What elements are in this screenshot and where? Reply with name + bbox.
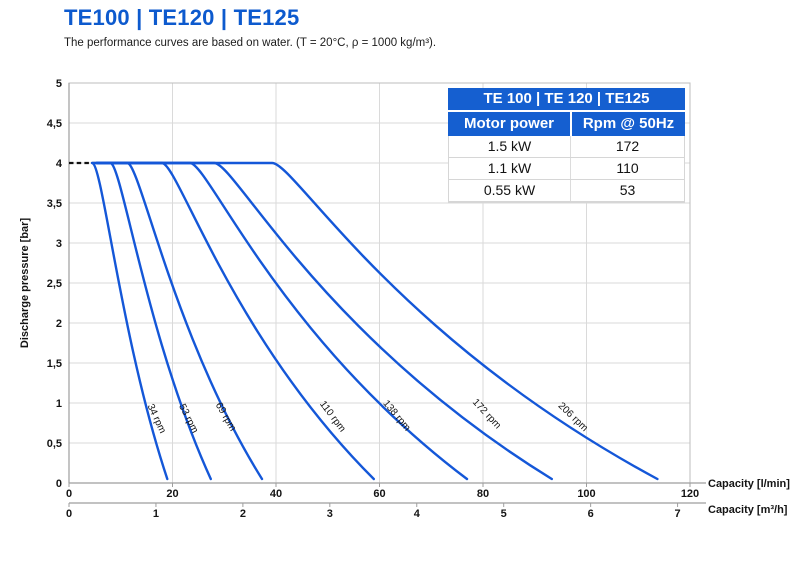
x-axis-label-m3h: Capacity [m³/h] — [708, 504, 788, 516]
motor-table-title: TE 100 | TE 120 | TE125 — [448, 88, 685, 110]
x-tick-label-m3h: 4 — [414, 508, 421, 520]
curve-206-rpm — [95, 161, 659, 481]
motor-table-body: 1.5 kW 172 1.1 kW 110 0.55 kW 53 — [448, 136, 685, 203]
page-title: TE100 | TE120 | TE125 — [64, 5, 300, 30]
x-tick-label-lmin: 60 — [373, 488, 385, 500]
curve-label-110-rpm: 110 rpm — [317, 399, 347, 434]
curve-53-rpm — [95, 161, 212, 481]
page-subtitle: The performance curves are based on wate… — [64, 37, 437, 49]
x-tick-label-lmin: 40 — [270, 488, 282, 500]
rpm-value-cell: 110 — [570, 158, 684, 179]
curve-label-34-rpm: 34 rpm — [145, 402, 168, 435]
y-tick-label: 0 — [56, 478, 62, 490]
curve-138-rpm — [95, 161, 469, 481]
y-tick-label: 4 — [56, 158, 63, 170]
rpm-value-cell: 172 — [570, 136, 684, 157]
x-axis-label-lmin: Capacity [l/min] — [708, 478, 790, 490]
rpm-column-header: Rpm @ 50Hz — [570, 112, 685, 136]
x-tick-label-m3h: 0 — [66, 508, 72, 520]
y-tick-label: 1 — [56, 398, 62, 410]
x-tick-label-lmin: 100 — [577, 488, 595, 500]
x-tick-label-m3h: 7 — [675, 508, 681, 520]
curve-label-53-rpm: 53 rpm — [176, 402, 200, 435]
motor-power-cell: 0.55 kW — [483, 182, 536, 198]
y-tick-label: 4,5 — [47, 118, 62, 130]
curve-172-rpm — [95, 161, 553, 481]
motor-power-table: TE 100 | TE 120 | TE125 Motor power Rpm … — [448, 88, 685, 203]
curve-34-rpm — [90, 161, 169, 481]
motor-power-column-header: Motor power — [448, 112, 570, 136]
y-tick-label: 2 — [56, 318, 62, 330]
table-row: 1.1 kW 110 — [449, 158, 684, 180]
rpm-value-cell: 53 — [570, 180, 684, 201]
motor-power-cell: 1.1 kW — [487, 160, 532, 176]
y-tick-label: 1,5 — [47, 358, 62, 370]
curve-label-69-rpm: 69 rpm — [213, 401, 238, 433]
y-axis-label: Discharge pressure [bar] — [19, 218, 31, 349]
x-tick-label-m3h: 3 — [327, 508, 333, 520]
motor-power-cell: 1.5 kW — [487, 138, 532, 154]
curve-69-rpm — [95, 161, 264, 481]
x-tick-label-lmin: 80 — [477, 488, 489, 500]
x-tick-label-lmin: 120 — [681, 488, 699, 500]
y-tick-label: 3 — [56, 238, 62, 250]
x-tick-label-m3h: 6 — [588, 508, 594, 520]
table-row: 1.5 kW 172 — [449, 136, 684, 158]
table-row: 0.55 kW 53 — [449, 180, 684, 202]
x-tick-label-m3h: 2 — [240, 508, 246, 520]
motor-table-header: Motor power Rpm @ 50Hz — [448, 110, 685, 136]
x-tick-label-lmin: 20 — [166, 488, 178, 500]
y-tick-label: 2,5 — [47, 278, 62, 290]
x-tick-label-m3h: 5 — [501, 508, 507, 520]
y-tick-label: 5 — [56, 78, 62, 90]
x-tick-label-m3h: 1 — [153, 508, 159, 520]
curve-110-rpm — [95, 161, 375, 481]
x-tick-label-lmin: 0 — [66, 488, 72, 500]
y-tick-label: 0,5 — [47, 438, 62, 450]
y-tick-label: 3,5 — [47, 198, 62, 210]
